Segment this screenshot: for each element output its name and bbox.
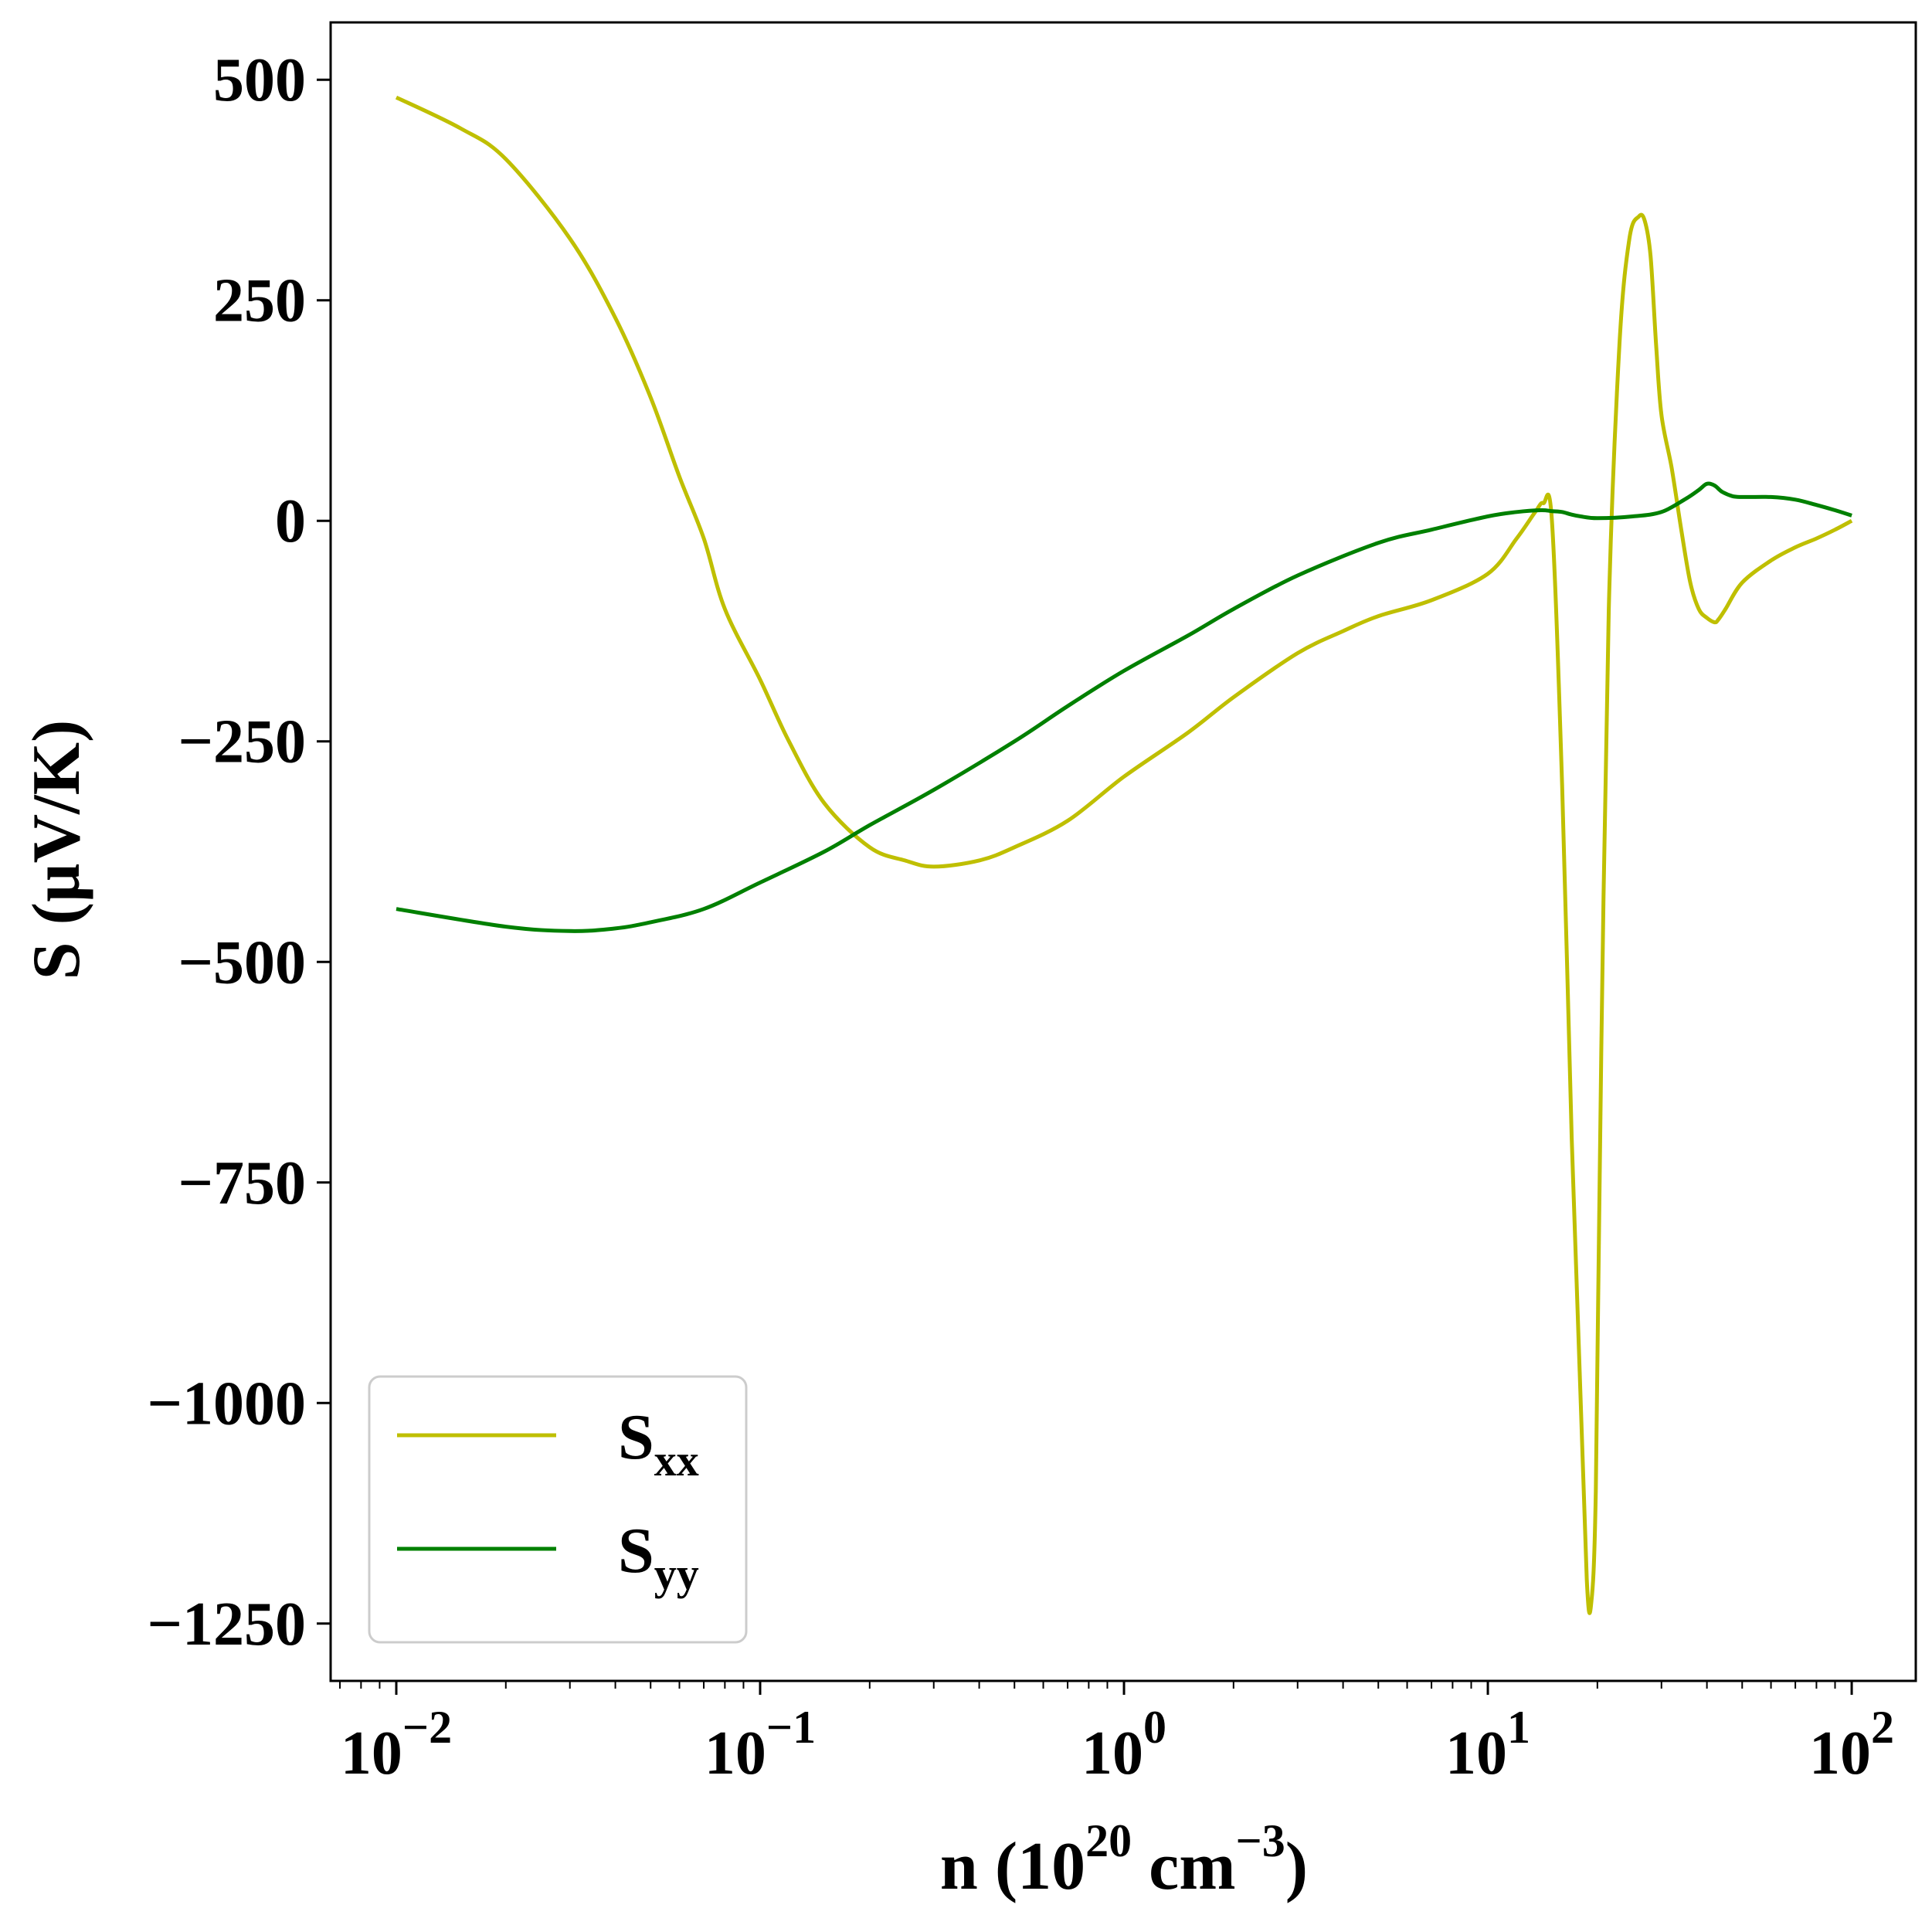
legend-entry-syy: Syy — [397, 1515, 699, 1599]
y-tick-label: −750 — [178, 1149, 306, 1217]
legend-label-sxx: Sxx — [618, 1401, 699, 1485]
plot-series — [395, 95, 1853, 1615]
x-axis-label-unit: cm — [1132, 1829, 1235, 1904]
y-tick-label: −250 — [178, 708, 306, 776]
x-axis-label-close: ) — [1285, 1829, 1308, 1904]
x-tick-label: 101 — [1445, 1702, 1530, 1788]
y-tick-label: −1250 — [147, 1591, 306, 1658]
x-axis-label-exponent-2: −3 — [1236, 1815, 1285, 1866]
y-tick-label: 500 — [213, 46, 306, 114]
series-line-sxx — [395, 95, 1853, 1615]
legend-label-syy: Syy — [618, 1515, 699, 1599]
y-axis: 500 250 0 −250 −500 −750 −1000 −1250 — [147, 46, 331, 1658]
x-axis-label-main: n (10 — [940, 1829, 1085, 1904]
x-tick-label: 100 — [1081, 1702, 1166, 1788]
y-tick-label: −1000 — [147, 1370, 306, 1438]
legend-entry-sxx: Sxx — [397, 1401, 699, 1485]
x-tick-label: 10−2 — [341, 1702, 452, 1788]
series-line-syy — [396, 481, 1852, 933]
x-axis-label: n (1020 cm−3) — [940, 1815, 1308, 1904]
x-tick-label: 10−1 — [705, 1702, 816, 1788]
y-axis-label: S (µV/K) — [19, 720, 94, 980]
y-tick-label: 250 — [213, 267, 306, 335]
legend-box — [368, 1375, 748, 1644]
x-tick-label: 102 — [1809, 1702, 1894, 1788]
legend: Sxx Syy — [368, 1375, 748, 1644]
y-tick-label: 0 — [275, 487, 306, 555]
x-axis-label-exponent-1: 20 — [1085, 1815, 1132, 1866]
y-tick-label: −500 — [178, 929, 306, 996]
x-axis: 10−2 10−1 100 101 102 — [339, 1681, 1894, 1788]
